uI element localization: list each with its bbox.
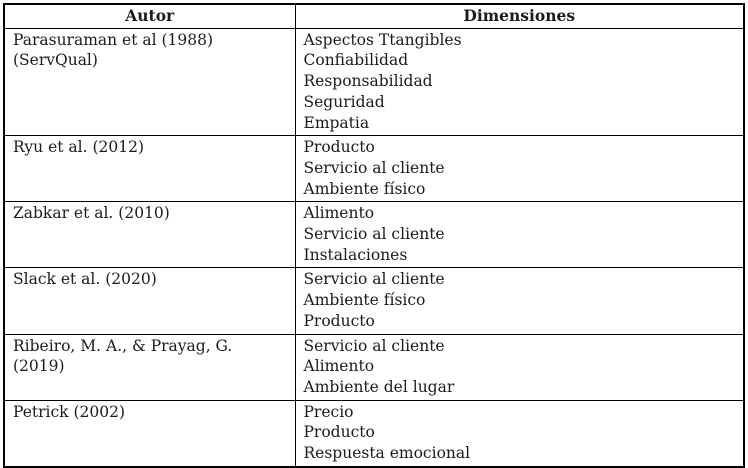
table-row: Parasuraman et al (1988) (ServQual) Aspe…	[3, 27, 745, 137]
column-header-autor: Autor	[3, 3, 296, 29]
table-row: Ryu et al. (2012) Producto Servicio al c…	[3, 135, 745, 203]
dimension-line: Servicio al cliente	[303, 336, 445, 355]
autor-cell: Zabkar et al. (2010)	[3, 201, 296, 269]
dimensiones-cell: Aspectos Ttangibles Confiabilidad Respon…	[294, 27, 745, 137]
dimension-line: Aspectos Ttangibles	[303, 30, 462, 49]
dimension-line: Servicio al cliente	[303, 225, 445, 244]
dimension-line: Ambiente físico	[303, 291, 426, 310]
dimension-line: Producto	[303, 423, 375, 442]
dimension-line: Seguridad	[303, 92, 385, 111]
column-header-dimensiones: Dimensiones	[294, 3, 745, 29]
table-header-row: Autor Dimensiones	[3, 3, 745, 29]
dimension-line: Alimento	[303, 357, 375, 376]
dimensiones-cell: Alimento Servicio al cliente Instalacion…	[294, 201, 745, 269]
dimension-line: Alimento	[303, 204, 375, 223]
table-row: Petrick (2002) Precio Producto Respuesta…	[3, 399, 745, 468]
table-row: Zabkar et al. (2010) Alimento Servicio a…	[3, 201, 745, 269]
dimensiones-cell: Servicio al cliente Ambiente físico Prod…	[294, 267, 745, 335]
dimension-line: Confiabilidad	[303, 51, 409, 70]
dimension-line: Producto	[303, 138, 375, 157]
table-row: Ribeiro, M. A., & Prayag, G. (2019) Serv…	[3, 333, 745, 401]
dimension-line: Responsabilidad	[303, 72, 433, 91]
dimensions-table: Autor Dimensiones Parasuraman et al (198…	[3, 3, 745, 468]
autor-cell: Slack et al. (2020)	[3, 267, 296, 335]
dimension-line: Producto	[303, 311, 375, 330]
dimension-line: Servicio al cliente	[303, 270, 445, 289]
dimension-line: Servicio al cliente	[303, 158, 445, 177]
autor-cell: Ryu et al. (2012)	[3, 135, 296, 203]
dimension-line: Empatia	[303, 113, 370, 132]
dimensiones-cell: Producto Servicio al cliente Ambiente fí…	[294, 135, 745, 203]
dimension-line: Instalaciones	[303, 245, 408, 264]
dimension-line: Ambiente del lugar	[303, 377, 455, 396]
table-row: Slack et al. (2020) Servicio al cliente …	[3, 267, 745, 335]
autor-cell: Petrick (2002)	[3, 399, 296, 468]
autor-cell: Ribeiro, M. A., & Prayag, G. (2019)	[3, 333, 296, 401]
dimension-line: Respuesta emocional	[303, 444, 471, 463]
autor-cell: Parasuraman et al (1988) (ServQual)	[3, 27, 296, 137]
dimension-line: Precio	[303, 402, 354, 421]
dimension-line: Ambiente físico	[303, 179, 426, 198]
dimensiones-cell: Servicio al cliente Alimento Ambiente de…	[294, 333, 745, 401]
dimensiones-cell: Precio Producto Respuesta emocional	[294, 399, 745, 468]
